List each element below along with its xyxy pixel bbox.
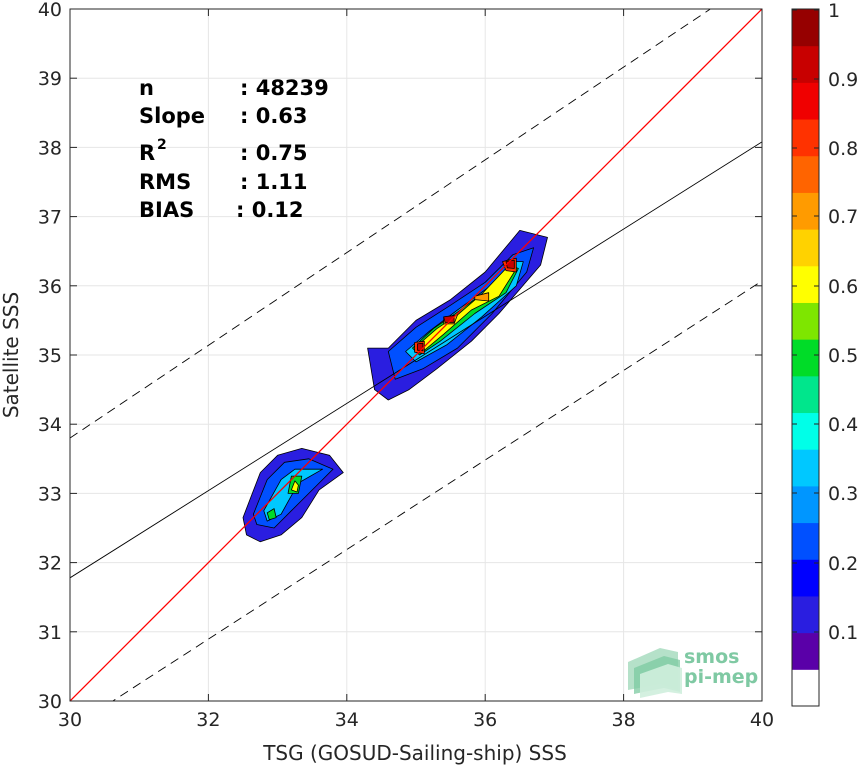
colorbar-tick-label: 0.9 [828,69,858,91]
colorbar-swatch [792,595,819,634]
colorbar-tick-label: 0.2 [828,553,858,575]
colorbar-tick-label: 0.7 [828,206,858,228]
grid [69,8,763,702]
y-tick-label: 40 [38,0,62,21]
stat-row: Slope : 0.63 [139,104,308,128]
colorbar-tick-label: 1 [828,0,840,22]
colorbar-tick-label: 0.8 [828,138,858,160]
logo-line1: smos [684,646,739,668]
x-tick-label: 32 [196,709,220,731]
colorbar-swatch [792,559,819,597]
colorbar-swatch [792,265,819,303]
colorbar-swatch [792,449,819,487]
colorbar-swatch [792,522,819,560]
colorbar-swatch [792,45,819,83]
colorbar-swatch [792,485,819,524]
ticks: 30 32 34 36 38 40 30 31 32 33 34 35 36 37 38 39 40 [38,0,774,731]
colorbar-tick-label: 0.6 [828,276,858,298]
logo-icon [628,648,682,698]
colorbar-swatch [792,302,819,340]
colorbar-swatch [792,192,819,230]
colorbar-swatch [792,669,819,707]
plot-area: 30 32 34 36 38 40 30 31 32 33 34 35 36 37 38 39 40 [38,0,774,731]
stat-row: BIAS : 0.12 [139,198,304,222]
y-tick-label: 34 [38,414,62,436]
density-contour-level [290,480,299,493]
dashed-bound-line [70,9,712,439]
reference-lines [70,9,762,701]
y-tick-label: 38 [38,137,62,159]
colorbar-swatch [792,155,819,193]
y-axis-title: Satellite SSS [0,292,23,418]
smos-pimep-logo: smos pi-mep [628,646,758,698]
density-contour-level [266,508,277,521]
colorbar-tick-label: 0.4 [828,414,858,436]
colorbar-swatch [792,82,819,120]
stat-row: n : 48239 [139,76,329,100]
logo-line2: pi-mep [684,666,758,688]
y-tick-label: 35 [38,345,62,367]
one-to-one-line [70,9,762,701]
stat-row: RMS : 1.11 [139,170,308,194]
stat-value: : 48239 [240,76,329,100]
x-tick-label: 40 [750,709,774,731]
y-tick-label: 36 [38,276,62,298]
colorbar-swatch [792,412,819,450]
x-tick-label: 38 [612,709,636,731]
colorbar-tick-label: 0.5 [828,345,858,367]
y-tick-label: 32 [38,553,62,575]
stat-label: R [139,141,155,165]
colorbar-frame [791,8,820,707]
colorbar-swatch [792,229,819,267]
y-tick-label: 37 [38,207,62,229]
y-tick-label: 33 [38,483,62,505]
stat-label: Slope [139,104,205,128]
colorbar-swatch [792,9,819,47]
regression-line [70,141,762,579]
x-tick-label: 34 [335,709,359,731]
dashed-bound-line [111,280,762,701]
stat-label: n [139,76,154,100]
colorbar-tick-label: 0.3 [828,483,858,505]
x-tick-label: 30 [58,709,82,731]
colorbar-swatch [792,375,819,414]
colorbar-swatch [792,632,819,670]
stat-value: : 0.12 [236,198,304,222]
stat-label-superscript: 2 [157,137,167,153]
stats-block: n : 48239 Slope : 0.63 R 2 : 0.75 RMS : 1.11 BIAS… [139,76,329,222]
stat-label: RMS [139,170,191,194]
y-tick-label: 39 [38,68,62,90]
x-axis-title: TSG (GOSUD-Sailing-ship) SSS [262,741,567,765]
y-tick-label: 31 [38,622,62,644]
colorbar: 0.1 0.2 0.3 0.4 0.5 0.6 0.7 0.8 0.9 1 [791,0,858,707]
density-contour-level [443,315,455,323]
x-tick-label: 36 [473,709,497,731]
density-cluster [242,447,344,543]
stat-value: : 0.75 [240,141,308,165]
stat-value: : 1.11 [240,170,308,194]
colorbar-tick-label: 0.1 [828,622,858,644]
stat-label: BIAS [139,198,194,222]
y-tick-label: 30 [38,691,62,713]
density-contour-level [474,292,490,302]
colorbar-swatch [792,339,819,377]
stat-value: : 0.63 [240,104,308,128]
colorbar-swatch [792,119,819,157]
